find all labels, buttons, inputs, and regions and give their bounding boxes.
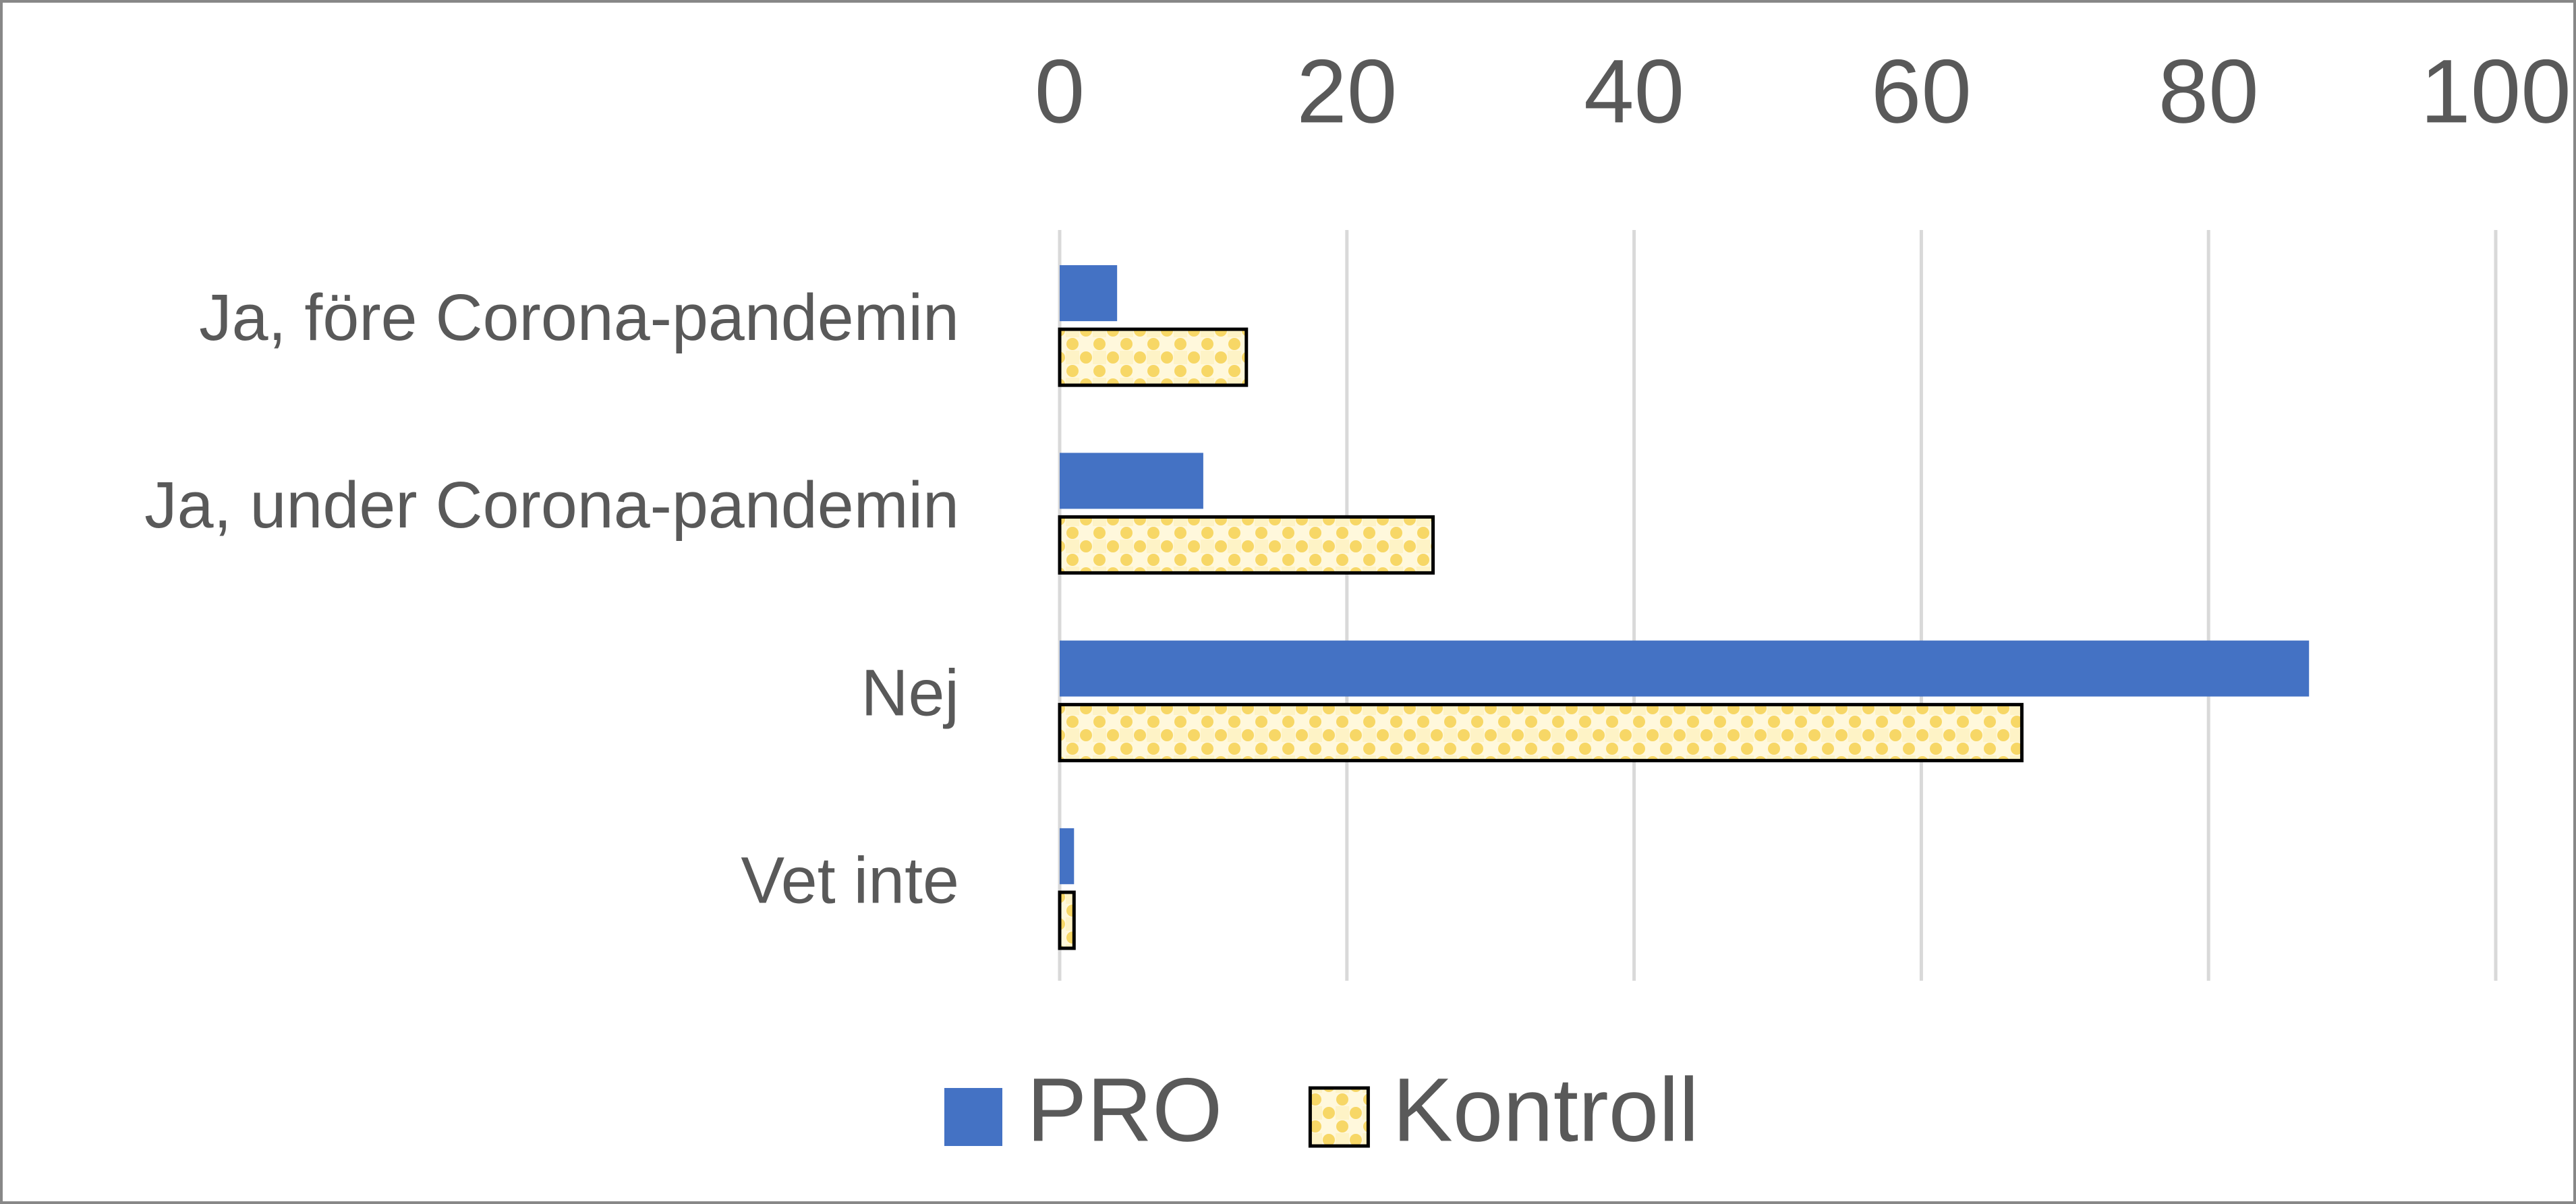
legend-label: Kontroll xyxy=(1392,1060,1698,1160)
bar xyxy=(1060,453,1203,509)
x-tick-label: 20 xyxy=(1296,41,1397,142)
bar xyxy=(1060,640,2310,697)
x-tick-label: 40 xyxy=(1584,41,1684,142)
legend-swatch xyxy=(944,1088,1002,1146)
x-tick-label: 0 xyxy=(1035,41,1085,142)
bar xyxy=(1058,890,1076,950)
y-tick-label: Ja, före Corona-pandemin xyxy=(199,281,959,354)
bar xyxy=(1060,265,1118,322)
x-tick-label: 100 xyxy=(2420,41,2571,142)
bar xyxy=(1058,327,1249,387)
legend-label: PRO xyxy=(1027,1060,1222,1160)
x-tick-label: 80 xyxy=(2158,41,2259,142)
y-tick-label: Ja, under Corona-pandemin xyxy=(144,468,959,542)
bar xyxy=(1058,703,2024,763)
bar xyxy=(1058,515,1435,575)
legend-swatch xyxy=(1308,1086,1370,1148)
y-tick-label: Vet inte xyxy=(741,844,959,917)
bar xyxy=(1060,828,1075,884)
y-tick-label: Nej xyxy=(861,656,959,729)
x-tick-label: 60 xyxy=(1871,41,1972,142)
